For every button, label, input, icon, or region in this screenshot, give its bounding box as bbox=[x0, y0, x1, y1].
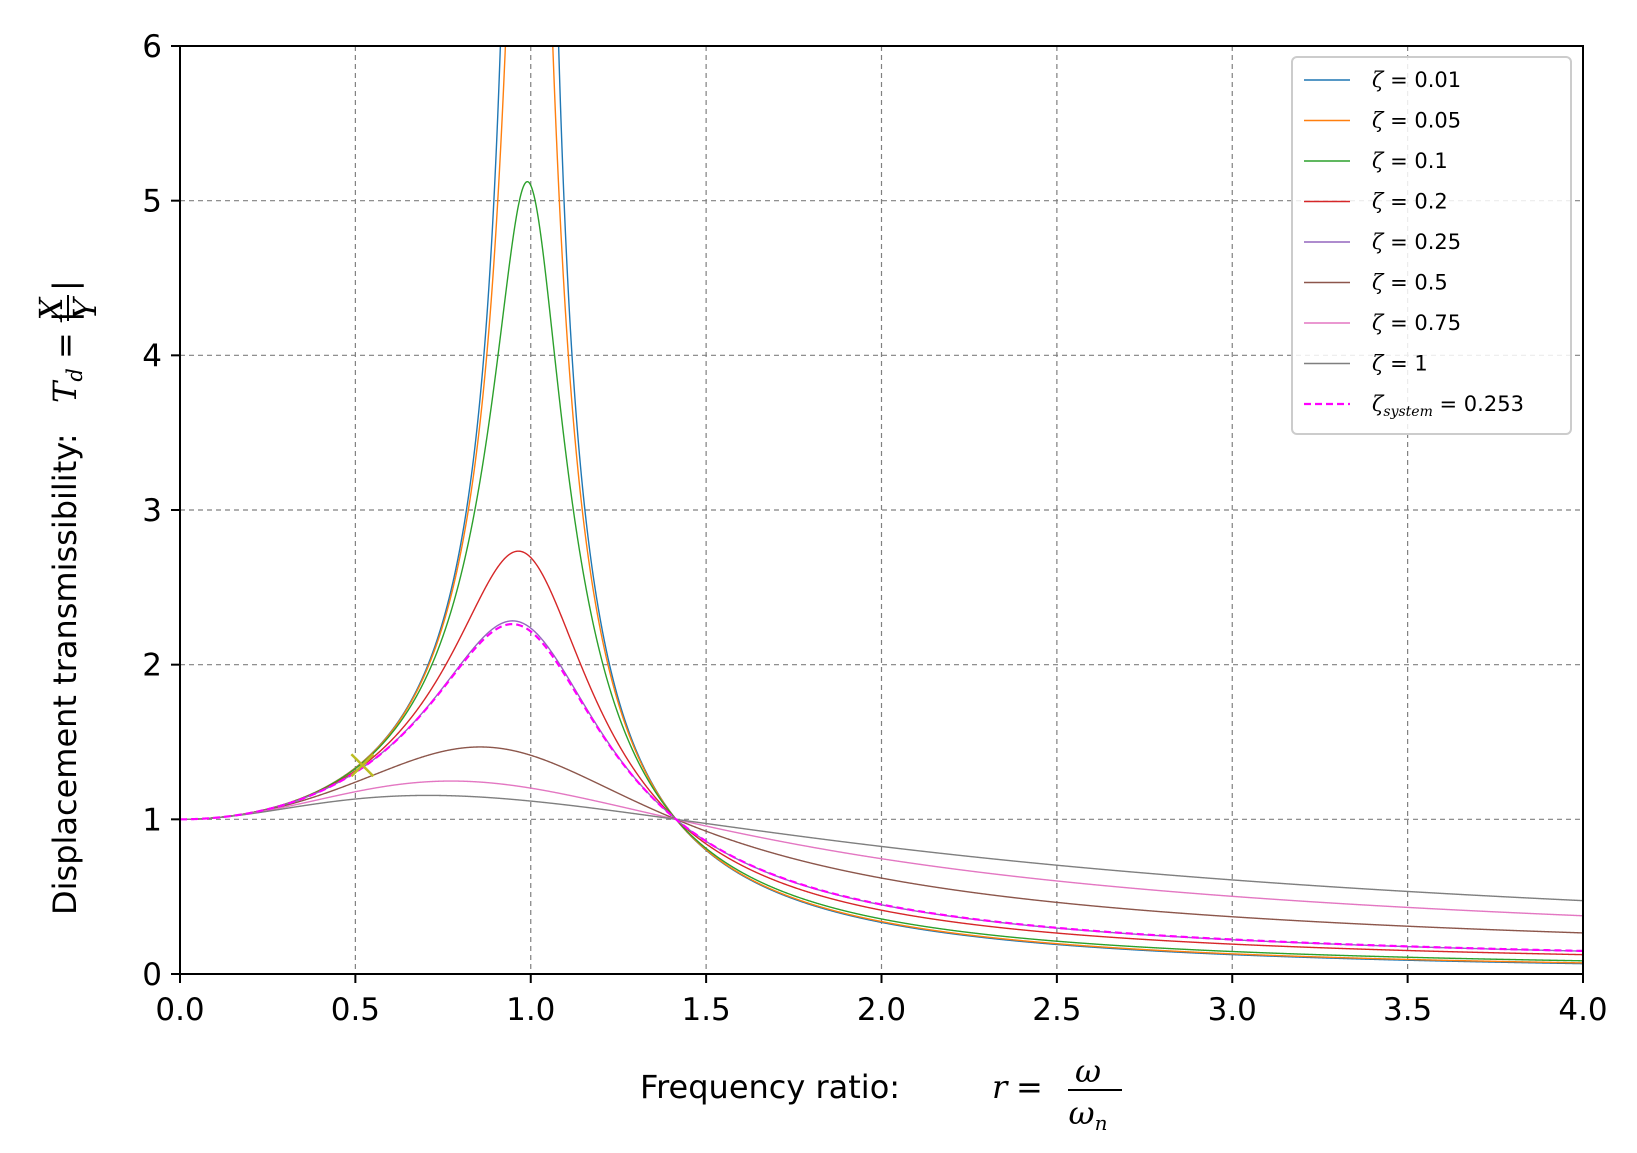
x-axis-label-omegan: ωn bbox=[1069, 1094, 1108, 1135]
y-axis-label: Displacement transmissibility: Td = | X … bbox=[32, 280, 104, 915]
operating-point-marker bbox=[350, 753, 375, 778]
x-axis-label-r: r bbox=[992, 1068, 1009, 1106]
x-tick-label: 1.0 bbox=[506, 992, 555, 1028]
x-axis-ticks: 0.0 0.5 1.0 1.5 2.0 2.5 3.0 3.5 4.0 bbox=[155, 974, 1608, 1028]
y-axis-ticks: 0 1 2 3 4 5 6 bbox=[142, 29, 180, 993]
x-tick-label: 1.5 bbox=[681, 992, 730, 1028]
y-axis-label-text: Displacement transmissibility: bbox=[46, 433, 84, 915]
y-tick-label: 3 bbox=[142, 493, 162, 529]
x-tick-label: 3.0 bbox=[1208, 992, 1257, 1028]
y-axis-label-eq: = | bbox=[46, 311, 84, 359]
legend-label: ζ = 0.1 bbox=[1372, 149, 1448, 173]
y-tick-label: 1 bbox=[142, 802, 162, 838]
y-tick-label: 6 bbox=[142, 29, 162, 65]
legend-label: ζ = 0.75 bbox=[1372, 311, 1461, 335]
y-tick-label: 0 bbox=[142, 957, 162, 993]
y-axis-label-T: Td bbox=[46, 368, 87, 403]
series-line-2 bbox=[180, 180, 1583, 962]
legend-label: ζ = 1 bbox=[1372, 352, 1428, 376]
x-tick-label: 4.0 bbox=[1558, 992, 1607, 1028]
series-line-8 bbox=[180, 623, 1583, 953]
series-line-5 bbox=[180, 746, 1583, 934]
y-tick-label: 5 bbox=[142, 184, 162, 220]
legend-label: ζ = 0.5 bbox=[1372, 271, 1448, 295]
legend-label: ζ = 0.25 bbox=[1372, 230, 1461, 254]
series-line-1 bbox=[180, 46, 1583, 964]
legend-label: ζ = 0.2 bbox=[1372, 190, 1448, 214]
x-axis-label-text: Frequency ratio: bbox=[640, 1068, 900, 1106]
marker-stroke-b bbox=[350, 753, 375, 778]
series-line-3 bbox=[180, 550, 1583, 956]
series-line-6 bbox=[180, 780, 1583, 917]
x-tick-label: 3.5 bbox=[1383, 992, 1432, 1028]
legend-label: ζsystem = 0.253 bbox=[1372, 392, 1524, 420]
x-axis-label-eq: = bbox=[1016, 1068, 1043, 1106]
y-axis-label-Y: Y bbox=[66, 296, 104, 320]
y-axis-label-X: X bbox=[32, 296, 70, 323]
x-axis-label: Frequency ratio: r = ω ωn bbox=[640, 1052, 1122, 1135]
legend-label: ζ = 0.05 bbox=[1372, 109, 1461, 133]
x-axis-label-omega: ω bbox=[1075, 1052, 1101, 1090]
y-axis-label-bar: | bbox=[46, 280, 84, 291]
x-tick-label: 2.0 bbox=[857, 992, 906, 1028]
legend-label: ζ = 0.01 bbox=[1372, 68, 1461, 92]
legend-box bbox=[1291, 56, 1572, 435]
legend: ζ = 0.01 ζ = 0.05 ζ = 0.1 ζ = 0.2 ζ = 0.25 ζ … bbox=[1291, 56, 1572, 435]
series-line-7 bbox=[180, 794, 1583, 902]
x-tick-label: 2.5 bbox=[1032, 992, 1081, 1028]
x-tick-label: 0.5 bbox=[331, 992, 380, 1028]
series-lines bbox=[180, 46, 1583, 965]
x-tick-label: 0.0 bbox=[155, 992, 204, 1028]
y-tick-label: 2 bbox=[142, 648, 162, 684]
y-tick-label: 4 bbox=[142, 338, 162, 374]
